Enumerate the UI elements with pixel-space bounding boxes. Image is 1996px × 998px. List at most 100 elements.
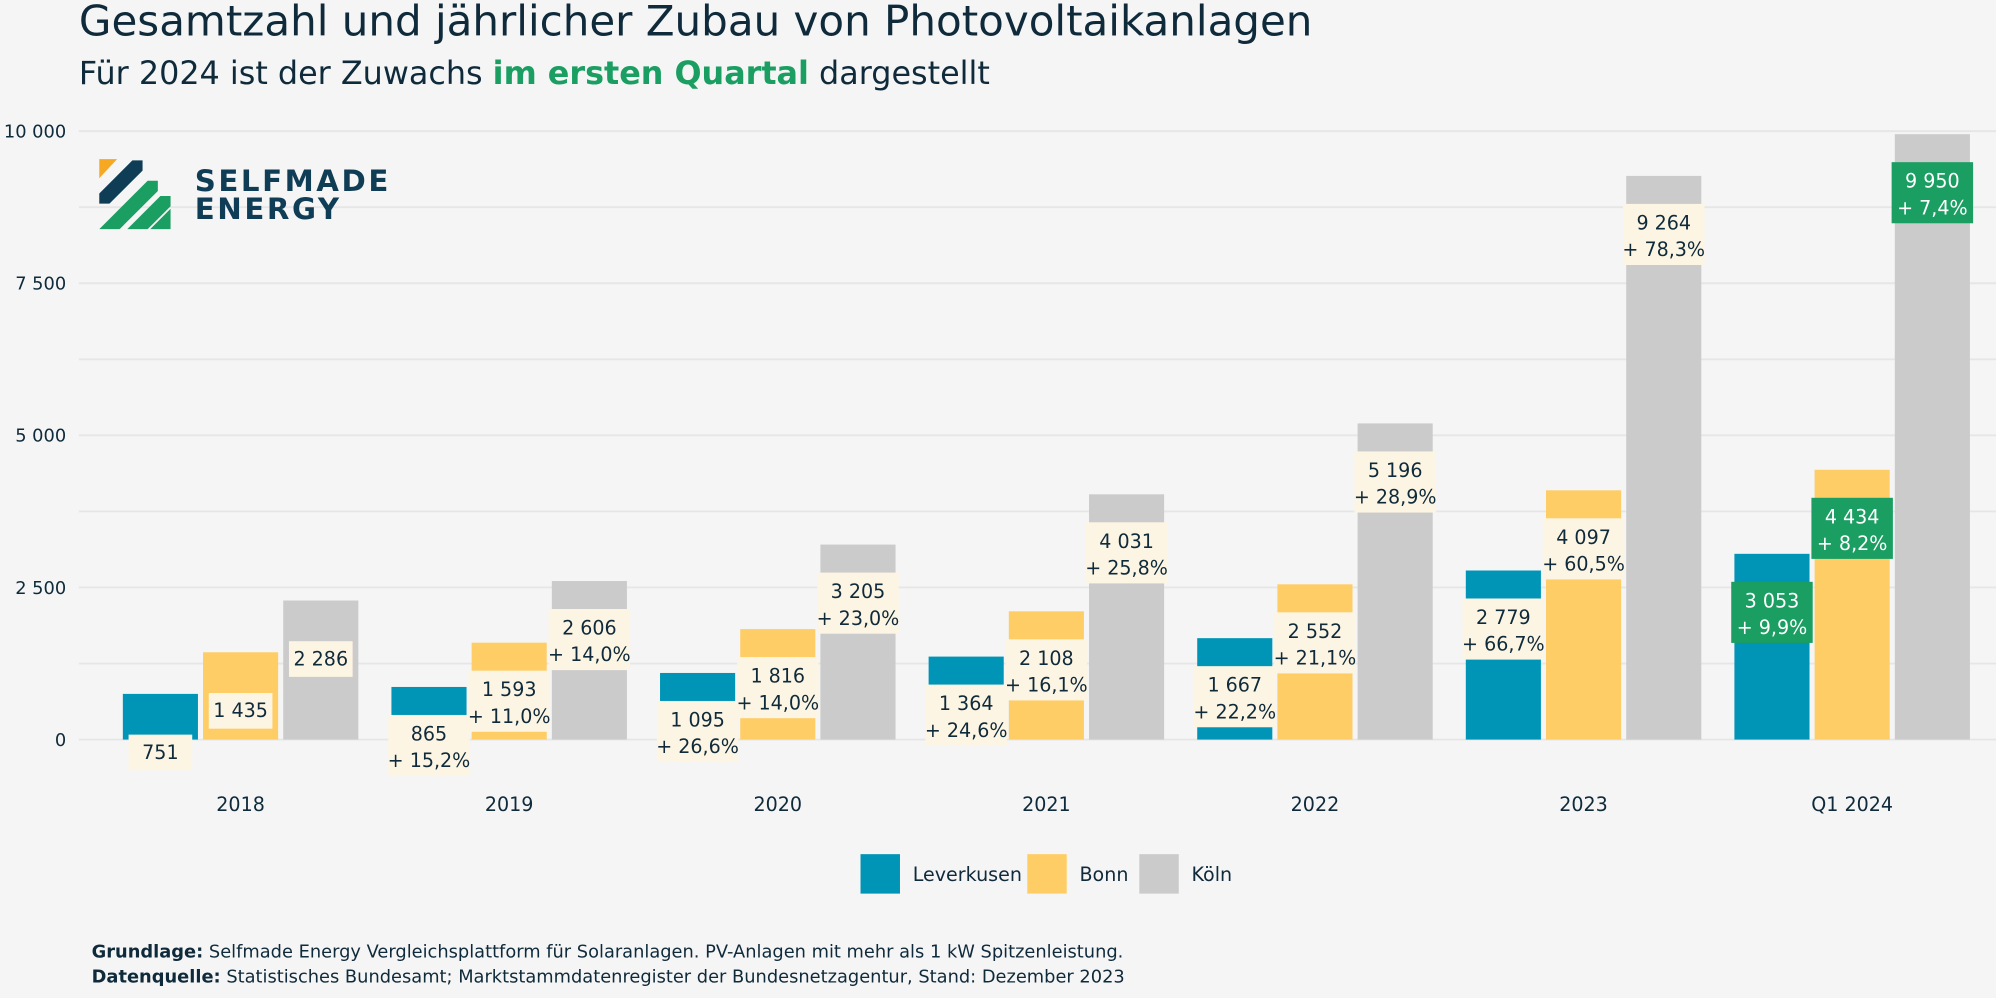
x-tick-label: 2022 [1291, 793, 1340, 816]
data-label: 4 434 + 8,2% [1811, 497, 1893, 559]
data-label-value: 2 108 [1019, 647, 1074, 670]
data-label: 4 097 + 60,5% [1542, 518, 1625, 580]
data-label-value: 2 606 [562, 616, 617, 639]
chart-subtitle: Für 2024 ist der Zuwachs im ersten Quart… [79, 54, 990, 92]
data-label-growth: + 11,0% [468, 705, 551, 728]
data-label-value: 1 435 [213, 699, 268, 722]
logo-text-2: ENERGY [195, 192, 342, 226]
data-label: 3 053 + 9,9% [1731, 581, 1813, 643]
legend: Leverkusen Bonn Köln [860, 854, 1232, 894]
footer-basis: Grundlage: Selfmade Energy Vergleichspla… [92, 941, 1124, 962]
legend-label-bonn: Bonn [1079, 863, 1128, 886]
data-label-growth: + 14,0% [736, 691, 819, 714]
data-label-value: 1 593 [482, 678, 537, 701]
data-label-value: 865 [411, 722, 447, 745]
bar-köln-q12024 [1894, 134, 1970, 740]
data-label-value: 5 196 [1368, 459, 1423, 482]
data-label-box [737, 657, 819, 719]
grid [78, 130, 1996, 741]
data-label-box [288, 641, 353, 677]
x-axis: 2018 2019 2020 2021 2022 2023 Q1 2024 [216, 793, 1893, 816]
data-label: 4 031 + 25,8% [1085, 522, 1168, 584]
data-label: 1 095 + 26,6% [656, 700, 739, 763]
y-tick-label: 10 000 [4, 121, 66, 142]
data-label-box [468, 670, 550, 732]
data-label: 2 108 + 16,1% [1005, 639, 1088, 701]
data-label-growth: + 28,9% [1354, 486, 1437, 509]
data-label: 5 196 + 28,9% [1354, 451, 1437, 513]
data-label-box [388, 714, 470, 777]
data-label: 1 667 + 22,2% [1193, 666, 1276, 728]
data-label-value: 9 950 [1905, 170, 1960, 193]
x-tick-label: 2018 [216, 793, 265, 816]
data-label-growth: + 26,6% [656, 735, 739, 758]
data-label-growth: + 66,7% [1462, 633, 1545, 656]
data-label-growth: + 25,8% [1085, 557, 1168, 580]
data-label: 751 [128, 734, 193, 771]
y-tick-label: 5 000 [15, 426, 66, 447]
data-label-value: 9 264 [1636, 211, 1691, 234]
bar-leverkusen-2018 [122, 693, 198, 740]
data-label-growth: + 21,1% [1274, 647, 1357, 670]
x-tick-label: 2021 [1022, 793, 1071, 816]
data-label-value: 2 779 [1476, 606, 1531, 629]
data-label-box [656, 700, 739, 763]
data-label-growth: + 7,4% [1897, 196, 1968, 219]
data-label-growth: + 15,2% [388, 749, 471, 772]
data-label-growth: + 78,3% [1622, 238, 1705, 261]
data-label-value: 2 286 [293, 647, 348, 670]
data-label-box [1542, 518, 1625, 580]
data-label: 9 950 + 7,4% [1891, 162, 1974, 224]
data-label-growth: + 14,0% [548, 643, 631, 666]
data-label-box [1623, 203, 1705, 266]
data-label-box [1005, 639, 1088, 701]
data-label: 1 364 + 24,6% [925, 684, 1008, 746]
data-label-growth: + 16,1% [1005, 674, 1088, 697]
data-label-box [1811, 497, 1893, 559]
data-label: 1 435 [208, 693, 273, 729]
data-label-growth: + 60,5% [1542, 552, 1625, 575]
x-tick-label: 2020 [753, 793, 802, 816]
chart-title: Gesamtzahl und jährlicher Zubau von Phot… [79, 0, 1313, 46]
legend-swatch-bonn [1027, 854, 1067, 894]
y-tick-label: 2 500 [15, 578, 66, 599]
data-label-box [1274, 612, 1356, 674]
data-label: 3 205 + 23,0% [817, 572, 900, 634]
data-label-value: 4 097 [1556, 526, 1611, 549]
x-tick-label: 2023 [1559, 793, 1608, 816]
data-label-box [128, 734, 193, 771]
data-label-box [1462, 598, 1545, 660]
x-tick-label: Q1 2024 [1811, 793, 1893, 816]
data-label-box [1194, 666, 1276, 728]
data-label-value: 3 053 [1745, 589, 1800, 612]
data-label-value: 1 364 [939, 692, 994, 715]
legend-swatch-koeln [1139, 854, 1179, 894]
data-label-value: 3 205 [831, 580, 886, 603]
data-label: 1 593 + 11,0% [468, 670, 551, 732]
data-label: 9 264 + 78,3% [1622, 203, 1705, 266]
data-label-growth: + 9,9% [1737, 616, 1808, 639]
data-label-growth: + 23,0% [817, 607, 900, 630]
data-label-value: 4 031 [1099, 530, 1154, 553]
data-label-box [1731, 581, 1813, 643]
data-label-value: 751 [142, 741, 178, 764]
data-label-value: 2 552 [1288, 620, 1343, 643]
data-label-box [925, 684, 1007, 746]
y-tick-label: 0 [55, 730, 66, 751]
data-label: 2 606 + 14,0% [548, 609, 631, 671]
data-label-value: 1 816 [750, 665, 805, 688]
legend-label-koeln: Köln [1191, 863, 1232, 886]
bar-leverkusen-q12024 [1734, 553, 1810, 740]
logo-text-1: SELFMADE [195, 164, 391, 198]
data-label: 2 552 + 21,1% [1274, 612, 1357, 674]
data-label-box [1891, 162, 1974, 224]
y-tick-label: 7 500 [15, 274, 66, 295]
legend-label-leverkusen: Leverkusen [913, 863, 1022, 886]
data-label-box [817, 572, 899, 634]
footer-source: Datenquelle: Statistisches Bundesamt; Ma… [92, 967, 1125, 988]
data-label-box [208, 693, 273, 729]
data-label-growth: + 22,2% [1193, 700, 1276, 723]
logo: SELFMADE ENERGY [99, 159, 391, 230]
data-label-box [548, 609, 631, 671]
